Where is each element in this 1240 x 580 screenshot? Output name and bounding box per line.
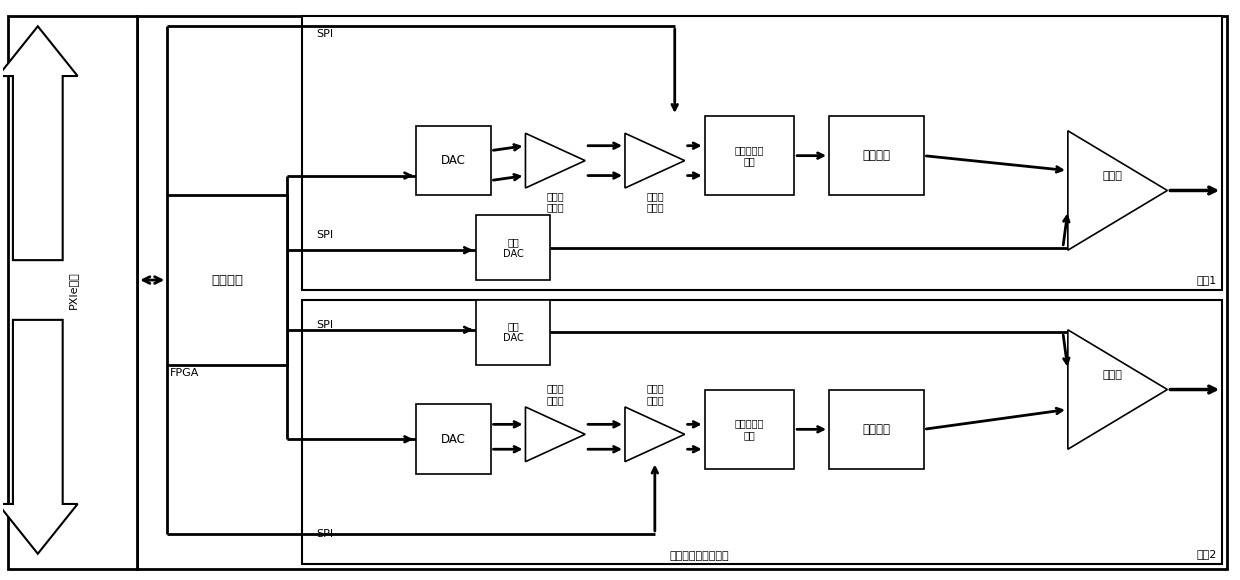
Text: 滤波电路: 滤波电路 (862, 423, 890, 436)
Text: 加法器: 加法器 (1102, 171, 1122, 180)
Text: DAC: DAC (441, 154, 466, 167)
Text: 可变增
益放大: 可变增 益放大 (646, 383, 663, 405)
Polygon shape (0, 26, 78, 260)
Text: SPI: SPI (316, 230, 334, 240)
Text: 通道2: 通道2 (1197, 549, 1218, 559)
Text: 波形生成: 波形生成 (211, 274, 243, 287)
Text: 滤波电路: 滤波电路 (862, 149, 890, 162)
Text: 程控
DAC: 程控 DAC (502, 321, 523, 343)
FancyBboxPatch shape (476, 300, 551, 365)
Text: 信号差分转
单端: 信号差分转 单端 (734, 419, 764, 440)
Polygon shape (625, 133, 684, 188)
Polygon shape (625, 407, 684, 462)
FancyBboxPatch shape (301, 16, 1223, 290)
Text: SPI: SPI (316, 529, 334, 539)
Text: DAC: DAC (441, 433, 466, 446)
FancyBboxPatch shape (830, 116, 924, 195)
FancyBboxPatch shape (476, 215, 551, 280)
FancyBboxPatch shape (138, 16, 1228, 568)
FancyBboxPatch shape (167, 195, 286, 365)
Text: 固定增
益放大: 固定增 益放大 (547, 191, 564, 213)
Text: 加法器: 加法器 (1102, 369, 1122, 379)
Polygon shape (0, 320, 78, 554)
Polygon shape (526, 407, 585, 462)
FancyBboxPatch shape (415, 126, 491, 195)
Text: 信号差分转
单端: 信号差分转 单端 (734, 145, 764, 166)
FancyBboxPatch shape (415, 404, 491, 474)
FancyBboxPatch shape (7, 16, 138, 568)
Text: 固定增
益放大: 固定增 益放大 (547, 383, 564, 405)
FancyBboxPatch shape (704, 116, 794, 195)
Text: 可变增
益放大: 可变增 益放大 (646, 191, 663, 213)
Text: PXIe总线: PXIe总线 (68, 271, 78, 309)
Polygon shape (526, 133, 585, 188)
FancyBboxPatch shape (704, 390, 794, 469)
Polygon shape (1068, 130, 1167, 250)
Text: 通道1: 通道1 (1197, 275, 1218, 285)
Text: 任意波形发生器板卡: 任意波形发生器板卡 (670, 550, 729, 561)
Polygon shape (1068, 330, 1167, 450)
FancyBboxPatch shape (830, 390, 924, 469)
Text: SPI: SPI (316, 29, 334, 39)
Text: FPGA: FPGA (170, 368, 200, 378)
FancyBboxPatch shape (301, 300, 1223, 564)
Text: SPI: SPI (316, 320, 334, 330)
Text: 程控
DAC: 程控 DAC (502, 237, 523, 259)
